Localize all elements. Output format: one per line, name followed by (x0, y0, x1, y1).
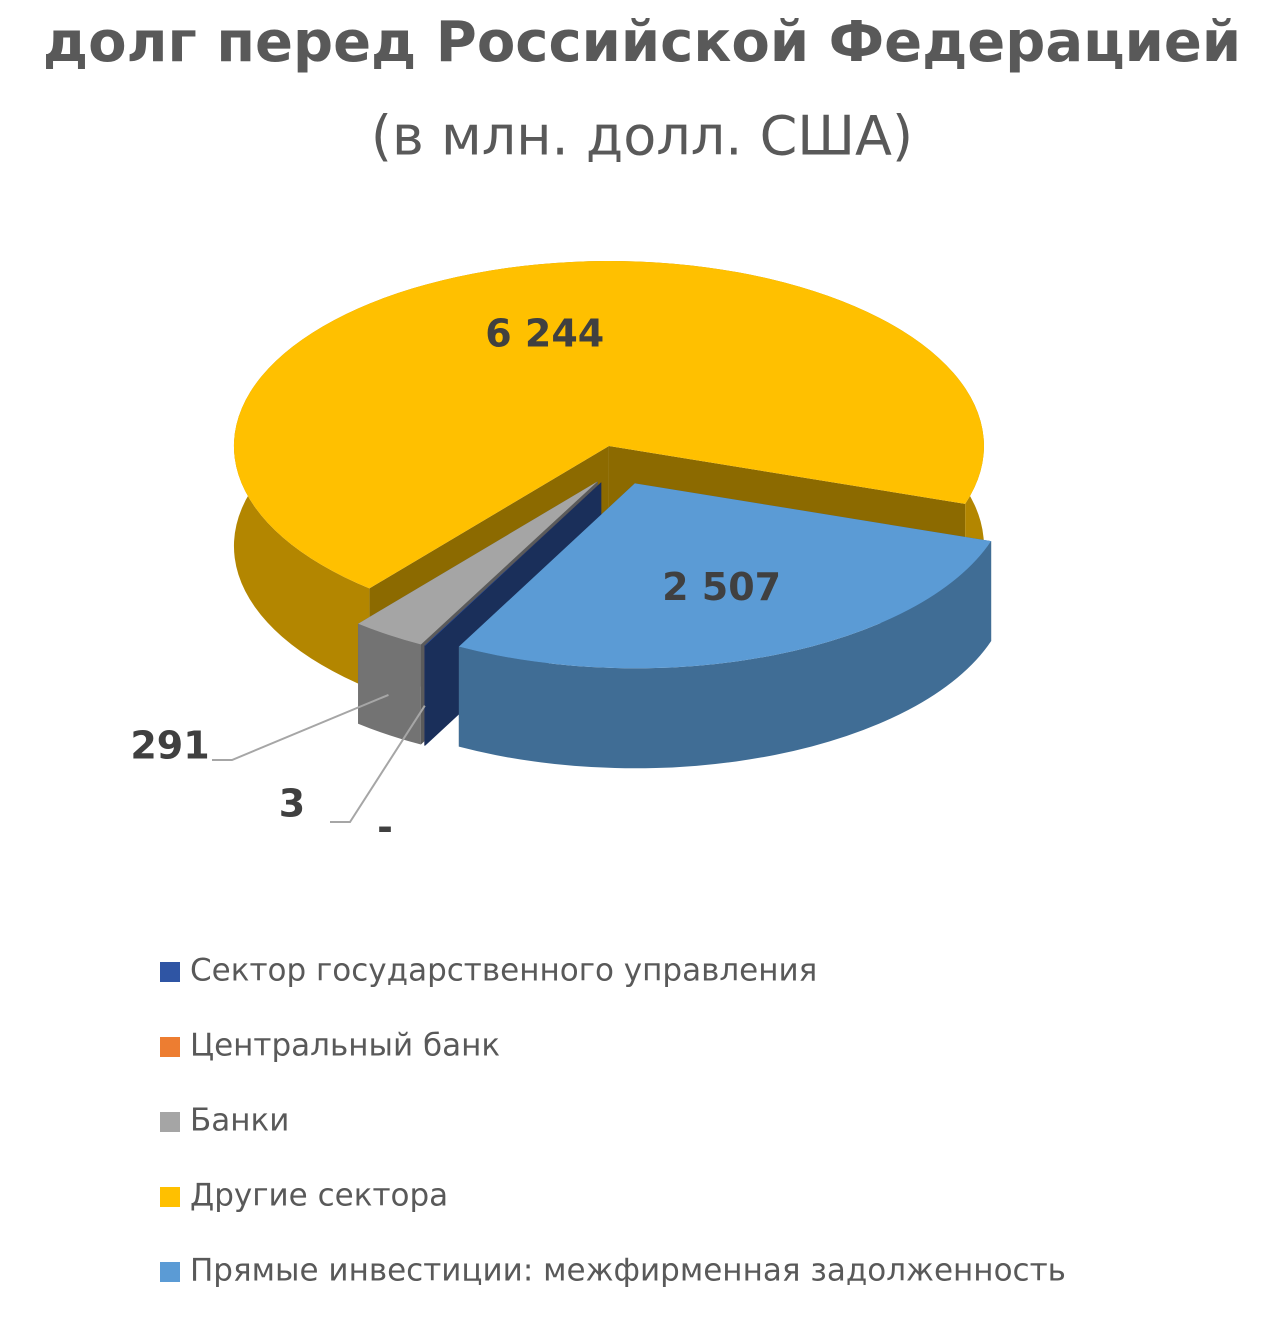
slice-top (424, 482, 602, 646)
slice-top (233, 261, 984, 589)
legend-swatch (160, 1262, 180, 1282)
legend-label: Центральный банк (190, 1028, 500, 1064)
legend-swatch (160, 962, 180, 982)
leader-line (212, 693, 389, 761)
pie-slice (458, 483, 992, 769)
data-label: 6 244 (485, 311, 604, 355)
slice-top (358, 481, 598, 645)
legend-swatch (160, 1037, 180, 1057)
legend-swatch (160, 1112, 180, 1132)
data-label: 3 (279, 782, 305, 826)
data-label: 291 (130, 724, 209, 768)
slice-top (458, 483, 992, 669)
chart-title: долг перед Российской Федерацией (43, 10, 1241, 75)
data-label: - (377, 806, 393, 850)
data-label: 2 507 (662, 565, 781, 609)
slice-top (424, 482, 602, 646)
slice-side (358, 623, 421, 745)
legend-swatch (160, 1187, 180, 1207)
legend-label: Другие сектора (190, 1178, 448, 1214)
legend-label: Прямые инвестиции: межфирменная задолжен… (190, 1253, 1066, 1289)
slice-side (458, 541, 992, 769)
legend-label: Сектор государственного управления (190, 953, 817, 989)
leader-line (330, 705, 426, 823)
legend-label: Банки (190, 1103, 289, 1139)
chart-subtitle: (в млн. долл. США) (371, 105, 913, 168)
slice-side (424, 645, 426, 746)
